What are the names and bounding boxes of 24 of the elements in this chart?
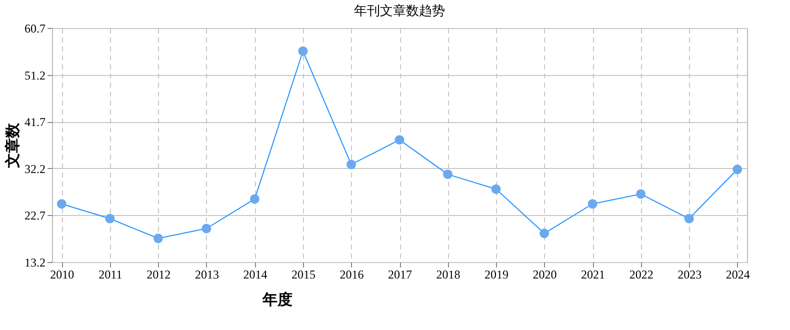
- y-tick-label: 60.7: [24, 22, 46, 36]
- y-tick-label: 51.2: [24, 68, 46, 82]
- x-tick-label: 2011: [98, 268, 122, 282]
- x-tick-label: 2014: [243, 268, 268, 282]
- x-tick-label: 2022: [629, 268, 654, 282]
- x-tick-label: 2017: [388, 268, 412, 282]
- x-tick-label: 2019: [484, 268, 509, 282]
- x-axis-title: 年度: [262, 290, 292, 308]
- y-tick-label: 41.7: [24, 115, 46, 130]
- y-tick-label: 13.2: [24, 256, 46, 270]
- x-tick-label: 2016: [340, 268, 364, 282]
- y-axis-title: 文章数: [4, 122, 22, 169]
- x-tick-label: 2010: [50, 268, 74, 282]
- x-tick-label: 2020: [532, 268, 557, 282]
- y-tick-label: 22.7: [24, 208, 46, 223]
- x-tick-label: 2013: [194, 268, 219, 282]
- x-tick-label: 2024: [726, 268, 750, 282]
- x-tick-label: 2021: [581, 268, 606, 282]
- x-tick-label: 2015: [291, 268, 316, 282]
- y-tick-label: 32.2: [24, 162, 46, 176]
- x-tick-label: 2012: [146, 268, 171, 282]
- x-tick-label: 2023: [678, 268, 702, 282]
- x-tick-label: 2018: [436, 268, 460, 282]
- chart-title: 年刊文章数趋势: [354, 3, 445, 18]
